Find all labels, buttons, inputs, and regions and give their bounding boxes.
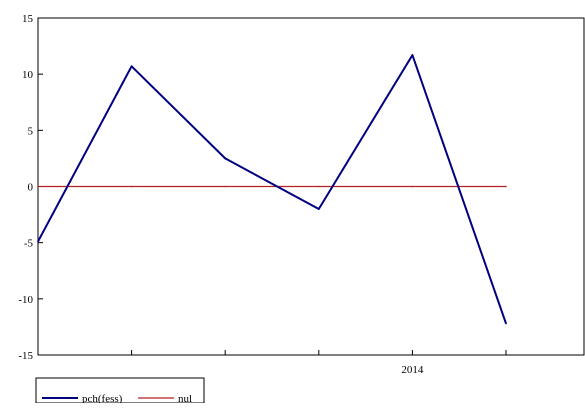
y-tick-label: 0: [28, 182, 34, 194]
legend-label-nul: nul: [178, 393, 192, 403]
data-point-pch-fess: [224, 157, 226, 160]
data-point-nul: [37, 185, 39, 188]
data-point-pch-fess: [411, 54, 414, 56]
data-point-nul: [318, 185, 320, 188]
series-line-pch-fess: [37, 54, 507, 324]
y-tick-label: 5: [28, 125, 34, 137]
x-tick-label: 2014: [401, 364, 424, 376]
y-tick-label: 10: [22, 69, 34, 81]
data-point-nul: [505, 185, 507, 188]
y-tick-label: -10: [18, 294, 33, 306]
data-point-nul: [411, 185, 414, 188]
data-point-nul: [224, 185, 226, 188]
y-tick-label: -15: [18, 350, 33, 362]
legend-label-pch-fess: pch(fess): [82, 393, 123, 403]
y-tick-label: -5: [24, 238, 34, 250]
y-tick-label: 15: [22, 13, 34, 25]
data-point-pch-fess: [130, 65, 133, 68]
data-point-pch-fess: [505, 322, 507, 325]
data-point-pch-fess: [37, 240, 39, 243]
data-point-nul: [130, 185, 133, 188]
data-point-pch-fess: [318, 208, 320, 210]
